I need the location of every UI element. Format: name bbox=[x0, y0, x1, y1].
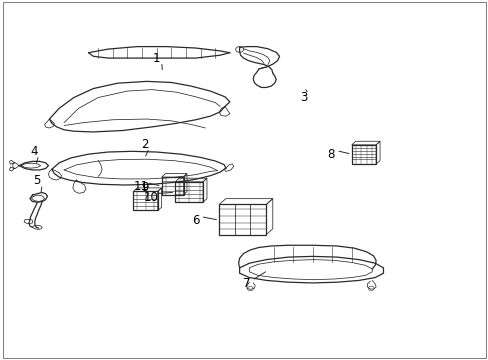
Text: 5: 5 bbox=[34, 174, 41, 187]
Text: 6: 6 bbox=[192, 214, 199, 227]
Text: 9: 9 bbox=[141, 181, 148, 194]
Text: 8: 8 bbox=[327, 148, 334, 161]
Text: 11: 11 bbox=[133, 180, 148, 193]
Text: 4: 4 bbox=[30, 145, 38, 158]
Text: 1: 1 bbox=[153, 51, 160, 64]
Text: 2: 2 bbox=[141, 138, 148, 150]
Text: 10: 10 bbox=[143, 191, 158, 204]
Text: 3: 3 bbox=[300, 91, 307, 104]
Text: 7: 7 bbox=[243, 278, 250, 291]
